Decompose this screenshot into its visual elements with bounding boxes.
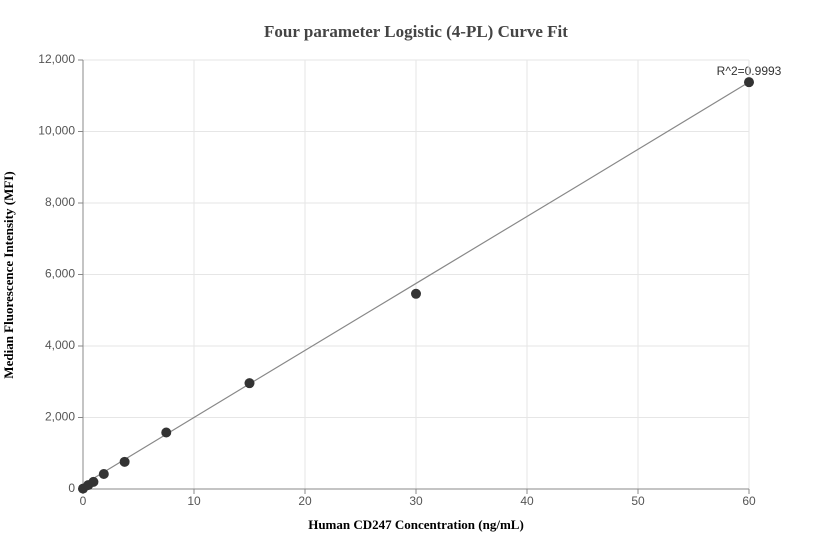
x-tick-label: 50 bbox=[631, 494, 645, 508]
y-tick-label: 12,000 bbox=[38, 52, 75, 66]
data-point bbox=[744, 77, 754, 88]
x-tick-label: 40 bbox=[520, 494, 534, 508]
data-point bbox=[88, 476, 99, 487]
y-tick-label: 10,000 bbox=[38, 124, 75, 138]
y-tick-label: 4,000 bbox=[45, 338, 75, 352]
data-point bbox=[98, 468, 109, 479]
x-tick-label: 60 bbox=[742, 494, 756, 508]
x-tick-label: 10 bbox=[187, 494, 201, 508]
chart-title: Four parameter Logistic (4-PL) Curve Fit bbox=[264, 22, 568, 41]
y-tick-label: 0 bbox=[68, 481, 75, 495]
x-tick-label: 30 bbox=[409, 494, 423, 508]
data-point bbox=[244, 378, 255, 389]
data-point bbox=[411, 288, 421, 299]
y-tick-label: 6,000 bbox=[45, 267, 75, 281]
y-tick-label: 8,000 bbox=[45, 195, 75, 209]
x-tick-label: 20 bbox=[298, 494, 312, 508]
data-point bbox=[119, 456, 130, 467]
y-axis-label: Median Fluorescence Intensity (MFI) bbox=[1, 171, 16, 378]
data-point bbox=[161, 427, 172, 438]
x-tick-label: 0 bbox=[80, 494, 87, 508]
x-axis-label: Human CD247 Concentration (ng/mL) bbox=[308, 517, 524, 532]
fit-line bbox=[82, 81, 750, 486]
y-tick-label: 2,000 bbox=[45, 410, 75, 424]
